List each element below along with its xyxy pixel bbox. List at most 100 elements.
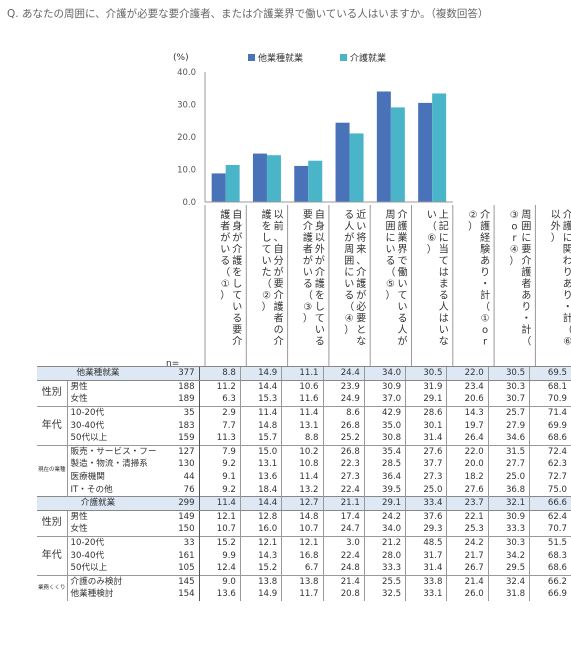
bar — [335, 122, 350, 202]
value-cell: 10.2 — [281, 444, 324, 459]
value-cell: 26.8 — [322, 444, 365, 459]
value-cell: 29.1 — [405, 393, 447, 407]
value-cell: 33.4 — [405, 495, 447, 511]
value-cell: 22.4 — [322, 549, 365, 562]
value-cell: 8.8 — [198, 366, 241, 381]
svg-text:④: ④ — [345, 314, 354, 325]
legend-label: 介護就業 — [350, 52, 386, 64]
svg-text:の: の — [274, 325, 284, 336]
value-cell: 7.9 — [198, 444, 241, 459]
value-cell: 27.6 — [405, 444, 447, 459]
bar — [252, 153, 267, 202]
svg-text:験: 験 — [480, 243, 490, 256]
svg-text:が: が — [232, 231, 242, 244]
svg-text:な: な — [356, 336, 366, 348]
svg-text:人: 人 — [398, 324, 408, 336]
value-cell: 25.0 — [487, 470, 530, 484]
value-cell: 11.4 — [281, 470, 324, 484]
value-cell: 24.7 — [322, 523, 365, 537]
row-label: 50代以上 — [70, 433, 108, 444]
svg-text:し: し — [262, 232, 272, 244]
svg-text:が: が — [398, 335, 408, 348]
value-cell: 68.3 — [529, 549, 571, 562]
value-cell: 13.1 — [239, 458, 282, 471]
value-cell: 25.2 — [322, 431, 365, 446]
value-cell: 15.7 — [239, 431, 282, 446]
row-label: 男性 — [67, 379, 160, 394]
svg-text:①: ① — [221, 279, 230, 290]
value-cell: 30.7 — [487, 393, 530, 407]
n-cell: 159 — [178, 433, 195, 444]
value-cell: 10.8 — [281, 458, 324, 471]
svg-text:が: が — [356, 289, 366, 302]
value-cell: 21.4 — [446, 574, 489, 589]
svg-text:を: を — [232, 267, 242, 279]
svg-text:要: 要 — [356, 313, 366, 325]
svg-text:・: ・ — [563, 302, 571, 313]
svg-text:護: 護 — [563, 220, 571, 233]
svg-text:（: （ — [480, 301, 490, 313]
svg-text:い: い — [398, 302, 408, 313]
value-cell: 30.5 — [487, 366, 530, 381]
svg-text:）: ） — [303, 313, 313, 325]
value-cell: 71.4 — [529, 405, 571, 420]
bar — [349, 133, 364, 202]
row-label: 女性 — [70, 394, 88, 405]
data-table: 他業種就業 377 8.8 14.9 11.1 24.4 34.0 30.5 22.0 30.5 6… — [37, 366, 571, 601]
row-label: 50代以上 — [70, 563, 108, 574]
table-row: 製造・物流・清掃系 130 9.2 13.1 10.8 22.3 28.5 37.7 20.0 2… — [37, 458, 571, 471]
svg-text:を: を — [262, 221, 272, 233]
svg-text:・: ・ — [480, 279, 490, 290]
svg-text:）: ） — [344, 324, 354, 336]
value-cell: 31.4 — [405, 431, 447, 446]
svg-text:護: 護 — [220, 208, 230, 221]
svg-text:記: 記 — [439, 220, 449, 233]
svg-text:・: ・ — [521, 314, 531, 325]
value-cell: 31.9 — [405, 379, 447, 394]
value-cell: 35.0 — [363, 419, 406, 432]
svg-text:者: 者 — [303, 244, 313, 256]
value-cell: 15.3 — [239, 393, 282, 407]
svg-text:て: て — [232, 291, 242, 302]
svg-text:r: r — [512, 233, 517, 244]
value-cell: 14.9 — [239, 366, 282, 381]
svg-text:で: で — [398, 256, 408, 267]
value-cell: 70.9 — [529, 393, 571, 407]
svg-text:い: い — [344, 279, 354, 290]
value-cell: 15.2 — [239, 561, 282, 575]
value-cell: 23.7 — [446, 495, 489, 511]
value-cell: 14.9 — [239, 588, 282, 601]
question-text: Q. あなたの周囲に、介護が必要な要介護者、または介護業界で働いている人はいます… — [7, 8, 489, 20]
svg-text:囲: 囲 — [386, 221, 396, 233]
row-label: 10-20代 — [67, 405, 160, 420]
value-cell: 13.8 — [239, 574, 282, 589]
svg-text:て: て — [315, 314, 325, 325]
n-cell: 76 — [183, 484, 195, 495]
value-cell: 11.1 — [281, 366, 324, 381]
value-cell: 30.9 — [487, 509, 530, 524]
svg-text:護: 護 — [398, 220, 408, 233]
value-cell: 27.3 — [405, 470, 447, 484]
value-cell: 25.7 — [487, 405, 530, 420]
svg-text:護: 護 — [356, 277, 366, 290]
value-cell: 31.8 — [487, 588, 530, 601]
value-cell: 13.8 — [281, 574, 324, 589]
svg-text:い: い — [398, 279, 408, 290]
value-cell: 48.5 — [405, 535, 447, 550]
svg-text:自: 自 — [232, 208, 242, 221]
value-cell: 20.6 — [446, 393, 489, 407]
value-cell: 12.8 — [239, 509, 282, 524]
value-cell: 28.0 — [363, 549, 406, 562]
svg-text:介: 介 — [315, 267, 325, 279]
value-cell: 14.4 — [239, 495, 282, 511]
value-cell: 12.1 — [281, 535, 324, 550]
table-row: 年代 10-20代 33 15.2 12.1 12.1 3.0 21.2 48.5 24.2 30.… — [37, 535, 571, 575]
svg-text:り: り — [521, 301, 531, 313]
value-cell: 6.3 — [198, 393, 241, 407]
svg-text:護: 護 — [232, 254, 242, 267]
row-label: 30-40代 — [70, 420, 105, 431]
n-cell: 154 — [178, 589, 195, 600]
svg-text:る: る — [315, 336, 325, 348]
